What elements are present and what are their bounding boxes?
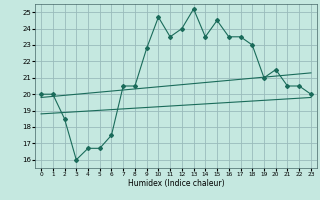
X-axis label: Humidex (Indice chaleur): Humidex (Indice chaleur) xyxy=(128,179,224,188)
